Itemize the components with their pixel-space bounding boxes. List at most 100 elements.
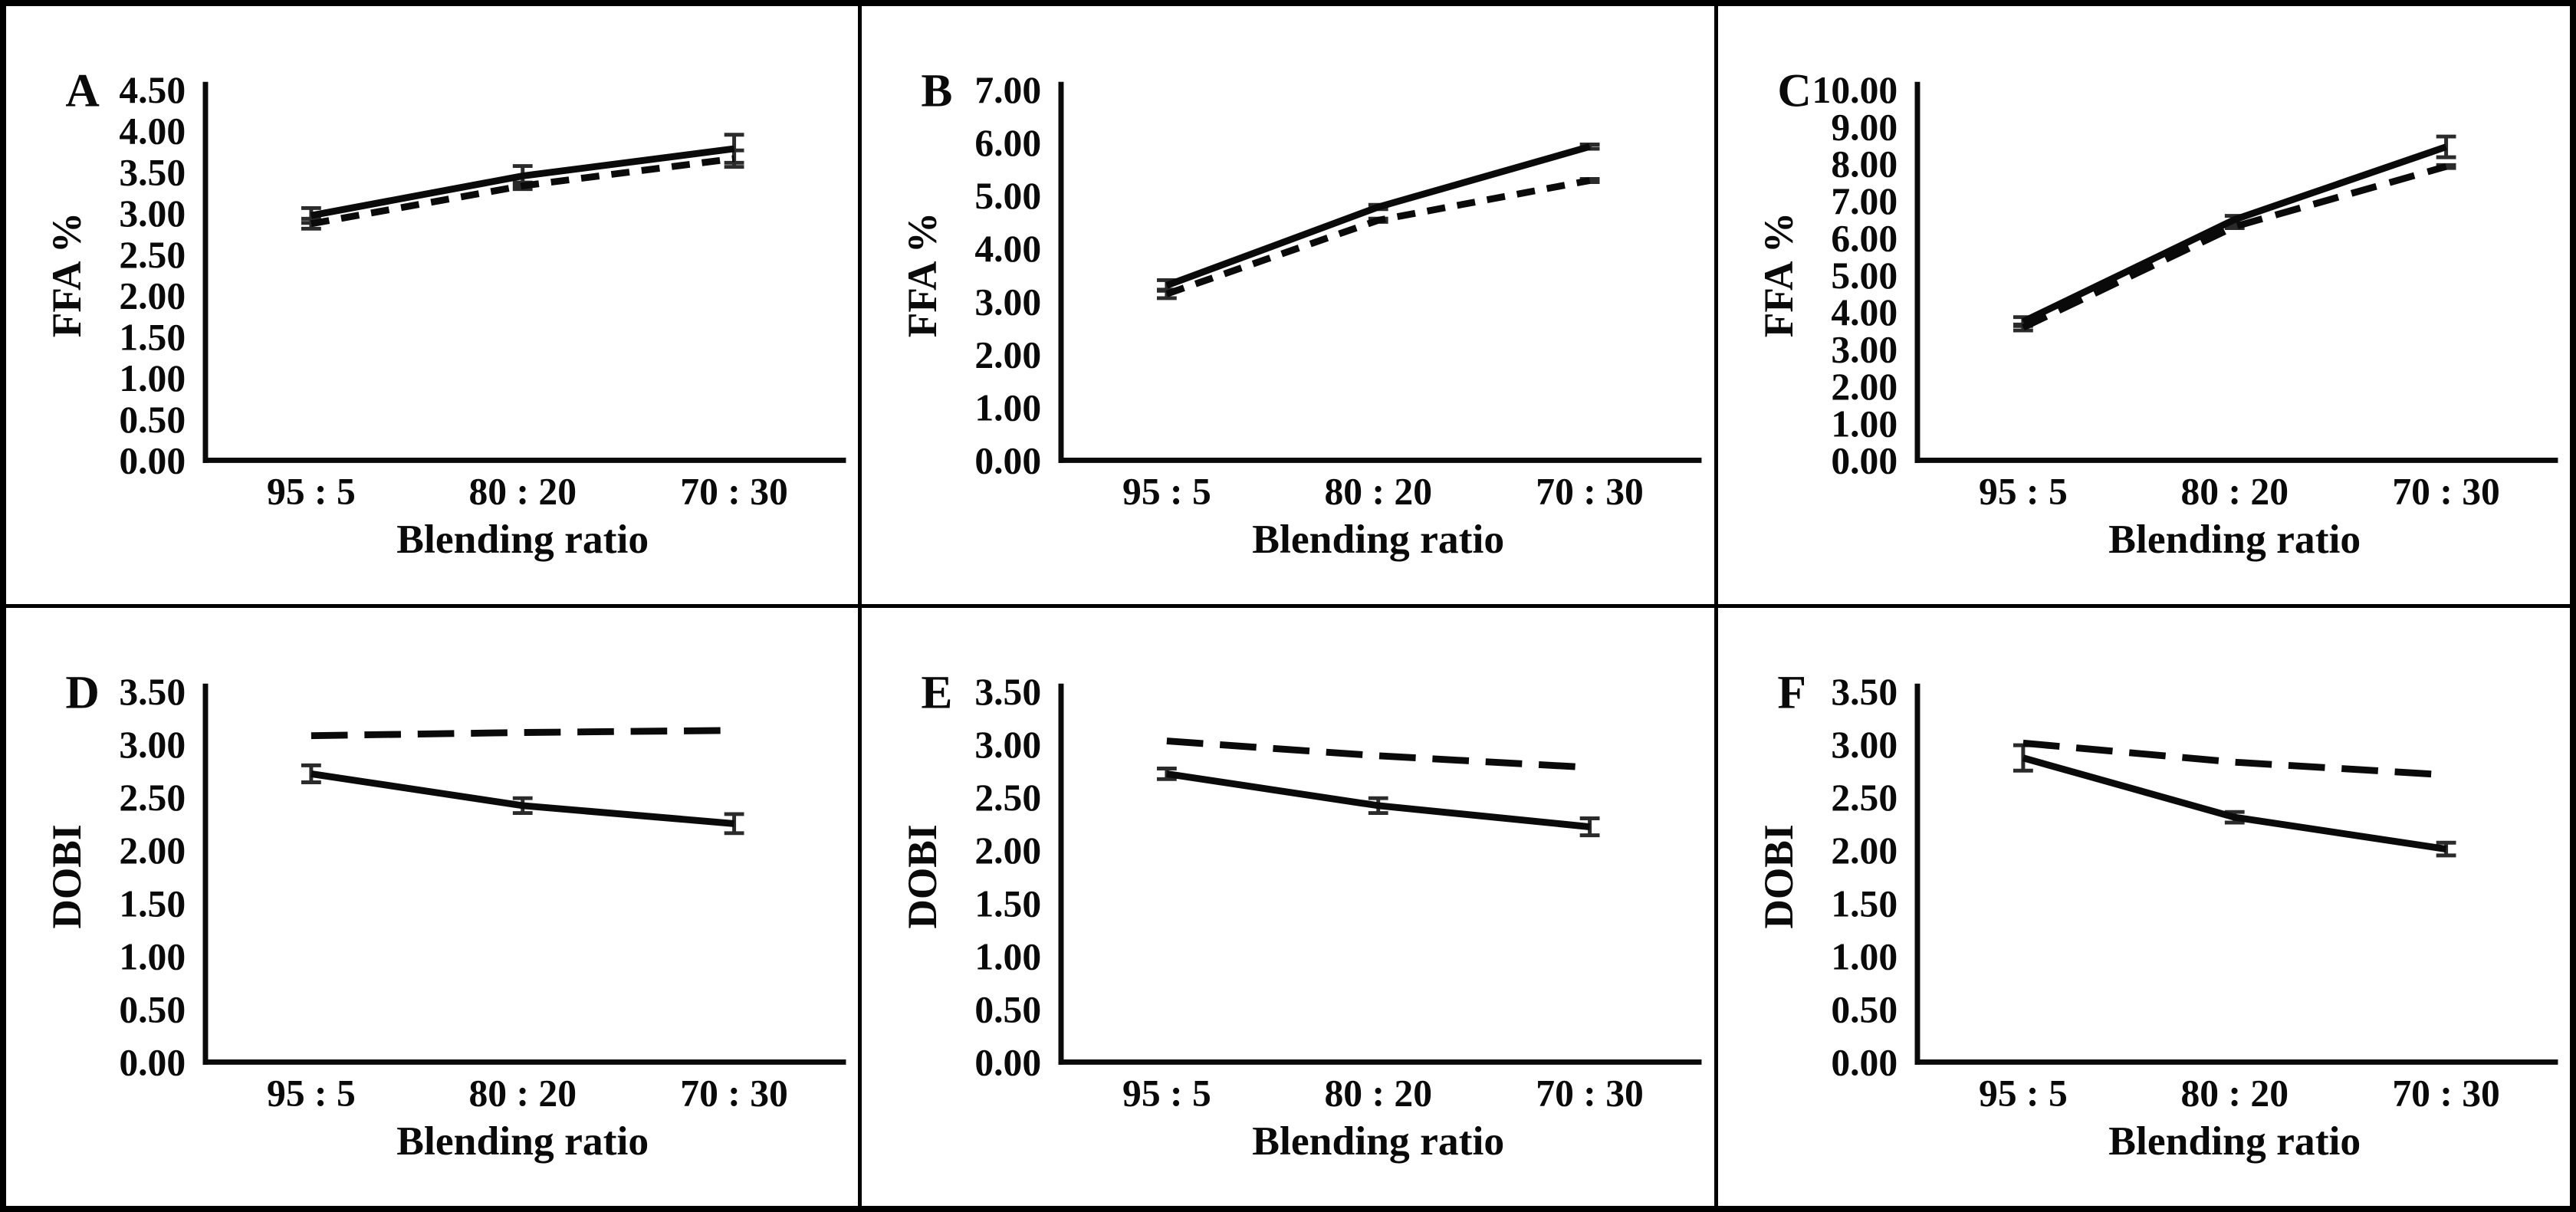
- y-tick-label: 3.00: [1831, 724, 1898, 766]
- x-tick-label: 95 : 5: [1979, 471, 2068, 513]
- series-dashed-line: [310, 155, 735, 228]
- series-dashed-line: [2022, 739, 2446, 779]
- y-tick-label: 5.00: [1831, 255, 1898, 297]
- series-solid-line: [310, 770, 734, 827]
- x-axis-title: Blending ratio: [2108, 1118, 2361, 1164]
- y-tick-label: 3.00: [119, 724, 186, 766]
- series-solid-line: [310, 145, 735, 219]
- x-tick-label: 70 : 30: [1536, 1072, 1644, 1115]
- y-tick-label: 2.50: [119, 234, 186, 276]
- series-solid-line: [1166, 770, 1591, 830]
- x-tick-label: 95 : 5: [1979, 1072, 2068, 1115]
- y-tick-label: 1.50: [119, 317, 186, 359]
- y-tick-label: 2.00: [1831, 366, 1898, 408]
- y-tick-label: 1.50: [975, 882, 1042, 925]
- x-axis-title: Blending ratio: [396, 516, 649, 562]
- series-dashed-line: [1166, 737, 1591, 771]
- x-tick-label: 70 : 30: [680, 1072, 788, 1115]
- y-tick-label: 10.00: [1812, 69, 1898, 111]
- panel-D-plot: D 0.00 0.50 1.00 1.50 2.00 2.50 3.00 3.50 DOBI 95 …: [44, 666, 846, 1164]
- panel-B-plot: B 0.00 1.00 2.00 3.00 4.00 5.00 6.00 7.00 FFA % 95…: [899, 64, 1702, 562]
- panel-F: F 0.00 0.50 1.00 1.50 2.00 2.50 3.00 3.50 DOBI 95 …: [1717, 608, 2570, 1206]
- y-tick-label: 3.50: [975, 671, 1042, 713]
- x-tick-label: 80 : 20: [1325, 1072, 1433, 1115]
- series-dashed-line: [1165, 177, 1591, 297]
- x-axis-title: Blending ratio: [1253, 1118, 1505, 1164]
- y-tick-label: 0.00: [119, 440, 186, 482]
- y-tick-label: 3.00: [975, 724, 1042, 766]
- y-tick-label: 3.50: [119, 152, 186, 194]
- panel-letter: F: [1777, 666, 1806, 718]
- y-tick-label: 4.00: [975, 228, 1042, 270]
- panel-E: E 0.00 0.50 1.00 1.50 2.00 2.50 3.00 3.50 DOBI 95 …: [862, 608, 1714, 1206]
- series-dashed-line: [2021, 163, 2447, 331]
- y-tick-label: 2.00: [975, 829, 1042, 872]
- x-tick-label: 80 : 20: [2180, 1072, 2288, 1115]
- x-tick-label: 95 : 5: [1122, 471, 1211, 513]
- y-tick-label: 5.00: [975, 175, 1042, 217]
- x-tick-label: 80 : 20: [468, 1072, 577, 1115]
- panel-letter: D: [65, 666, 99, 718]
- y-tick-label: 2.00: [1831, 829, 1898, 872]
- x-tick-label: 80 : 20: [2180, 471, 2288, 513]
- y-tick-label: 1.00: [975, 387, 1042, 429]
- y-tick-label: 8.00: [1831, 143, 1898, 186]
- x-axis-title: Blending ratio: [1253, 516, 1505, 562]
- y-axis-title: DOBI: [899, 824, 945, 928]
- panel-letter: E: [922, 666, 953, 718]
- y-tick-label: 2.50: [119, 777, 186, 819]
- y-tick-label: 3.00: [119, 192, 186, 235]
- y-tick-label: 0.50: [1831, 989, 1898, 1031]
- x-tick-label: 80 : 20: [1325, 471, 1433, 513]
- panel-letter: A: [65, 64, 99, 117]
- y-axis-title: FFA %: [899, 212, 945, 337]
- series-solid-line: [1165, 143, 1592, 289]
- y-tick-label: 1.00: [119, 357, 186, 399]
- y-axis-title: FFA %: [1756, 212, 1802, 337]
- y-tick-label: 0.50: [975, 989, 1042, 1031]
- y-tick-label: 0.00: [1831, 440, 1898, 482]
- panel-C-plot: C 0.001.002.003.004.005.006.007.008.009.0…: [1756, 64, 2558, 562]
- y-tick-label: 6.00: [1831, 218, 1898, 260]
- y-tick-label: 1.50: [1831, 882, 1898, 925]
- y-tick-label: 3.00: [1831, 329, 1898, 371]
- x-tick-label: 70 : 30: [1536, 471, 1644, 513]
- y-tick-label: 2.00: [119, 829, 186, 872]
- y-tick-label: 3.50: [1831, 671, 1898, 713]
- y-tick-label: 1.00: [119, 936, 186, 978]
- y-tick-label: 1.50: [119, 882, 186, 925]
- y-axis-title: DOBI: [1756, 824, 1802, 928]
- y-tick-label: 1.00: [975, 936, 1042, 978]
- y-tick-label: 0.50: [119, 989, 186, 1031]
- y-tick-label: 0.00: [975, 440, 1042, 482]
- panel-F-plot: F 0.00 0.50 1.00 1.50 2.00 2.50 3.00 3.50 DOBI 95 …: [1756, 666, 2558, 1164]
- panel-letter: C: [1777, 64, 1811, 117]
- y-tick-label: 2.50: [975, 777, 1042, 819]
- panel-E-plot: E 0.00 0.50 1.00 1.50 2.00 2.50 3.00 3.50 DOBI 95 …: [899, 666, 1702, 1164]
- x-axis-title: Blending ratio: [2108, 516, 2361, 562]
- panel-letter: B: [922, 64, 953, 117]
- series-dashed-line: [310, 727, 734, 740]
- y-tick-label: 3.50: [119, 671, 186, 713]
- y-tick-label: 4.00: [1831, 291, 1898, 333]
- y-tick-label: 1.00: [1831, 402, 1898, 445]
- panel-D: D 0.00 0.50 1.00 1.50 2.00 2.50 3.00 3.50 DOBI 95 …: [6, 608, 859, 1206]
- y-tick-label: 2.00: [975, 334, 1042, 376]
- y-tick-label: 3.00: [975, 281, 1042, 323]
- series-solid-line: [2021, 143, 2447, 325]
- y-tick-label: 0.00: [1831, 1042, 1898, 1084]
- y-tick-label: 9.00: [1831, 106, 1898, 148]
- y-axis-title: DOBI: [44, 824, 90, 928]
- series-solid-line: [2022, 754, 2446, 852]
- panel-C: C 0.00 1.00 2.00 3.00 4.00 5.00 6.00 7.00 8.00 9.0…: [1717, 6, 2570, 604]
- x-tick-label: 95 : 5: [267, 471, 356, 513]
- y-tick-label: 7.00: [975, 69, 1042, 111]
- panel-B: B 0.00 1.00 2.00 3.00 4.00 5.00 6.00 7.00 FFA % 95…: [862, 6, 1714, 604]
- y-tick-label: 7.00: [1831, 180, 1898, 222]
- y-tick-label: 0.50: [119, 399, 186, 441]
- y-axis-title: FFA %: [44, 212, 90, 337]
- x-axis-title: Blending ratio: [396, 1118, 649, 1164]
- y-tick-label: 4.50: [119, 69, 186, 111]
- y-tick-label: 1.00: [1831, 936, 1898, 978]
